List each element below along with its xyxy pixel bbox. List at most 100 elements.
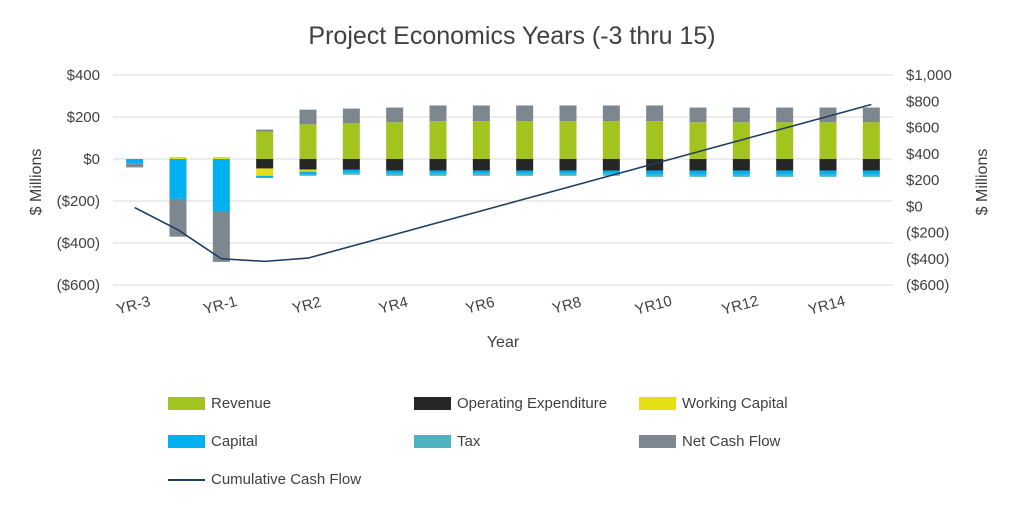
bar-segment-operating-expenditure [299, 159, 317, 170]
bar-segment-revenue [559, 121, 577, 159]
right-axis-tick-label: ($600) [906, 277, 949, 294]
bar-segment-tax [646, 174, 664, 177]
bar-segment-operating-expenditure [732, 159, 750, 171]
bar-segment-operating-expenditure [256, 159, 274, 169]
bar-segment-working-capital [212, 156, 230, 159]
right-axis-tick-label: $800 [906, 93, 939, 110]
x-axis-tick-label: YR4 [377, 294, 410, 318]
right-axis-title: $ Millions [974, 148, 991, 216]
right-axis-tick-label: ($400) [906, 251, 949, 268]
bar-segment-operating-expenditure [472, 159, 490, 171]
cumulative-cash-flow-line [134, 103, 872, 263]
legend-item-net-cash-flow: Net Cash Flow [639, 433, 899, 450]
chart-plot: $400 $200 $0 ($200) ($400) ($600) $1,000 $800 $6… [57, 67, 952, 319]
legend-item-cumulative-cash-flow: Cumulative Cash Flow [168, 471, 414, 488]
legend-label-operating-expenditure: Operating Expenditure [457, 395, 608, 412]
left-axis-tick-label: ($400) [57, 235, 100, 252]
bar-segment-capital [776, 170, 794, 175]
bar-segment-net-cash-flow [862, 107, 880, 123]
bar-segment-operating-expenditure [689, 159, 707, 171]
bar-segment-net-cash-flow [516, 105, 534, 122]
bar-segment-net-cash-flow [299, 109, 317, 125]
bar-segment-tax [776, 174, 794, 177]
bar-segment-net-cash-flow [819, 107, 837, 123]
bar-segment-revenue [429, 121, 447, 159]
right-axis-tick-label: $1,000 [906, 67, 952, 84]
bar-segment-tax [819, 174, 837, 177]
bar-segment-capital [299, 171, 317, 175]
left-axis-title: $ Millions [28, 148, 45, 216]
bar-segment-revenue [256, 131, 274, 159]
x-axis-title: Year [486, 334, 520, 351]
x-axis-tick-label: YR8 [551, 294, 584, 318]
x-axis-tick-label: YR14 [807, 293, 848, 319]
bar-segment-operating-expenditure [776, 159, 794, 171]
bar-segment-net-cash-flow [472, 105, 490, 122]
bar-segment-net-cash-flow [646, 105, 664, 122]
bar-segment-tax [689, 174, 707, 177]
left-axis-tick-label: ($600) [57, 277, 100, 294]
right-axis-tick-label: $200 [906, 172, 939, 189]
legend-label-cumulative-cash-flow: Cumulative Cash Flow [211, 471, 362, 488]
x-axis-tick-label: YR6 [464, 294, 497, 318]
bar-segment-capital [342, 169, 360, 173]
x-axis-tick-label: YR-3 [115, 293, 152, 318]
tax-swatch [414, 435, 451, 448]
bar-segment-operating-expenditure [862, 159, 880, 171]
left-axis-tick-label: $0 [83, 151, 100, 168]
bar-segment-net-cash-flow [689, 107, 707, 123]
bar-segment-working-capital [299, 169, 317, 172]
bar-segment-revenue [472, 121, 490, 159]
x-axis-tick-label: YR-1 [201, 293, 238, 318]
x-axis-tick-label: YR12 [720, 293, 761, 319]
bar-segment-capital [169, 159, 187, 199]
x-axis-tick-label: YR10 [633, 293, 674, 319]
left-axis-tick-label: $200 [67, 109, 100, 126]
bar-segment-capital [862, 170, 880, 175]
bar-segment-operating-expenditure [342, 159, 360, 170]
left-axis-tick-label: $400 [67, 67, 100, 84]
bar-segment-tax [862, 174, 880, 177]
bar-segment-net-cash-flow [559, 105, 577, 122]
net-cash-flow-swatch [639, 435, 676, 448]
bar-segment-capital [126, 159, 144, 164]
bar-segment-net-cash-flow [342, 108, 360, 124]
bar-segment-capital [819, 170, 837, 175]
bar-segment-tax [559, 173, 577, 176]
legend-item-capital: Capital [168, 433, 414, 450]
bar-segment-revenue [646, 121, 664, 159]
bar-segment-capital [429, 170, 447, 174]
bar-segment-net-cash-flow [126, 163, 144, 168]
bar-segment-net-cash-flow [776, 107, 794, 123]
bar-segment-capital [472, 170, 490, 174]
working-capital-swatch [639, 397, 676, 410]
chart-title: Project Economics Years (-3 thru 15) [308, 22, 716, 50]
bar-segment-revenue [776, 122, 794, 159]
cumulative-cash-flow-swatch [168, 478, 205, 481]
bar-segment-operating-expenditure [646, 159, 664, 171]
bar-segment-revenue [602, 121, 620, 159]
bar-segment-tax [516, 173, 534, 176]
chart-legend: Revenue Operating Expenditure Working Ca… [168, 395, 899, 488]
bar-segment-net-cash-flow [602, 105, 620, 122]
right-axis-tick-label: $0 [906, 198, 923, 215]
legend-item-tax: Tax [414, 433, 639, 450]
operating-expenditure-swatch [414, 397, 451, 410]
legend-item-operating-expenditure: Operating Expenditure [414, 395, 639, 412]
bar-segment-tax [429, 173, 447, 176]
bar-segment-capital [732, 170, 750, 175]
bar-segment-net-cash-flow [256, 129, 274, 132]
bar-segment-tax [472, 173, 490, 176]
bar-segment-revenue [342, 123, 360, 159]
legend-label-capital: Capital [211, 433, 258, 450]
bar-segment-capital [646, 170, 664, 175]
left-axis-tick-label: ($200) [57, 193, 100, 210]
bar-segment-working-capital [169, 156, 187, 159]
bar-segment-operating-expenditure [819, 159, 837, 171]
bar-segment-revenue [862, 122, 880, 159]
bar-segment-operating-expenditure [602, 159, 620, 171]
bar-segment-revenue [299, 124, 317, 159]
bar-segment-net-cash-flow [169, 198, 187, 237]
bar-segment-revenue [386, 122, 404, 159]
